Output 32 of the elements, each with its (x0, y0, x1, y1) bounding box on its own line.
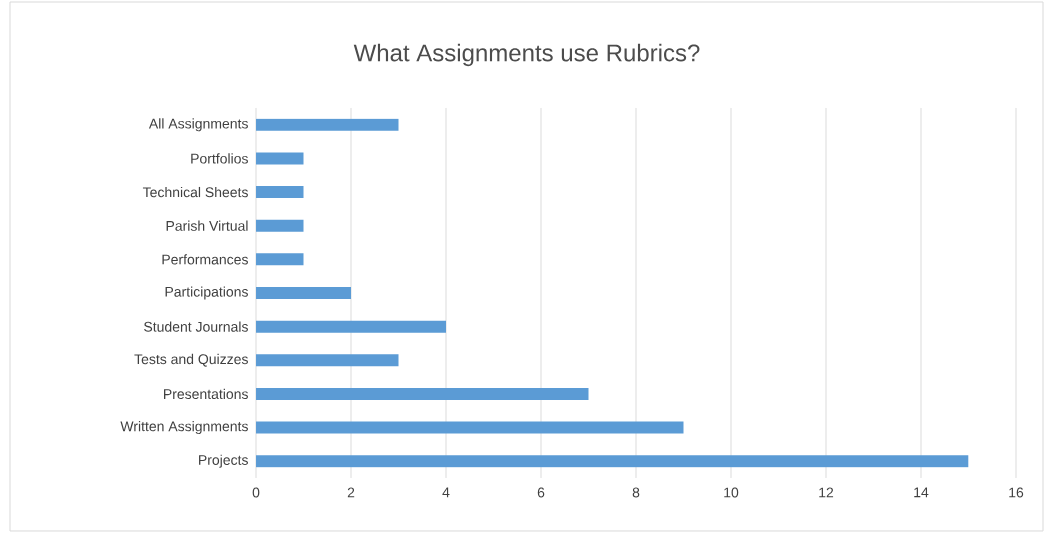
y-tick-label: Student Journals (144, 321, 248, 332)
bar (256, 152, 304, 165)
y-tick-label: Technical Sheets (142, 186, 248, 198)
bar (256, 219, 304, 232)
y-tick-label: Participations (165, 286, 248, 300)
x-tick-label: 0 (252, 487, 260, 498)
x-tick-label: 12 (819, 487, 834, 498)
y-tick-label: Projects (199, 454, 248, 468)
y-tick-label: Parish Virtual (166, 220, 248, 231)
y-tick-label: Written Assignments (120, 421, 248, 435)
x-tick-label: 16 (1009, 487, 1024, 498)
bar (256, 286, 352, 299)
x-tick-label: 10 (724, 487, 739, 498)
y-tick-label: All Assignments (148, 118, 248, 132)
bar (256, 253, 304, 266)
x-tick-label: 14 (914, 487, 929, 498)
bar (256, 186, 304, 199)
bar (256, 455, 969, 468)
y-tick-label: Performances (162, 254, 248, 265)
x-tick-label: 8 (632, 487, 640, 498)
y-tick-label: Presentations (164, 388, 248, 400)
bar (256, 118, 399, 131)
bar (256, 421, 684, 434)
x-tick-label: 4 (442, 487, 450, 498)
bar (256, 354, 399, 367)
bar (256, 320, 446, 333)
x-tick-label: 2 (347, 487, 355, 498)
bar (256, 387, 589, 400)
chart-title: What Assignments use Rubrics? (353, 43, 700, 67)
y-tick-label: Portfolios (191, 153, 248, 164)
x-tick-label: 6 (537, 487, 545, 498)
y-tick-label: Tests and Quizzes (134, 353, 248, 367)
